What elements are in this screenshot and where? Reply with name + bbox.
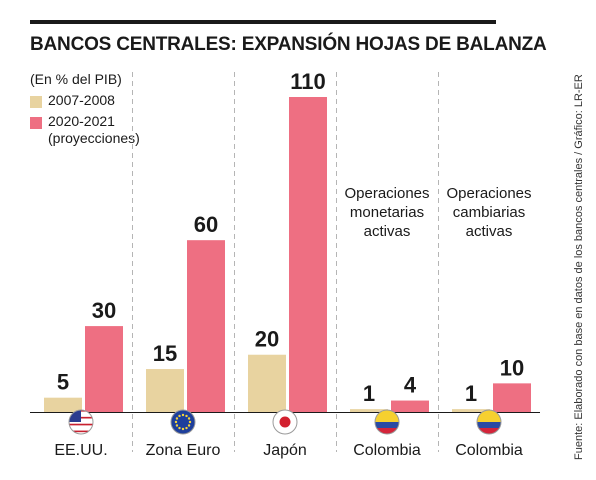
japan-flag-icon — [272, 409, 298, 435]
value-label: 30 — [92, 298, 116, 323]
value-label: 4 — [404, 373, 417, 398]
bar-2020-2021 — [187, 240, 225, 412]
legend-label-2007-2008: 2007-2008 — [48, 92, 115, 108]
legend-label-2020-2021-note: (proyecciones) — [48, 130, 140, 146]
value-label: 110 — [290, 69, 326, 94]
group-annotation: activas — [466, 223, 513, 240]
bar-2007-2008 — [248, 354, 286, 412]
category-label: Colombia — [455, 442, 523, 459]
value-label: 1 — [465, 381, 477, 406]
value-label: 5 — [57, 370, 69, 395]
bar-2007-2008 — [452, 409, 490, 412]
us-flag-icon — [68, 409, 94, 435]
bar-2007-2008 — [350, 409, 388, 412]
value-label: 20 — [255, 327, 279, 352]
category-label: Zona Euro — [146, 442, 221, 459]
top-rule — [30, 20, 496, 24]
legend-swatch-2020-2021 — [30, 117, 42, 129]
value-label: 60 — [194, 212, 218, 237]
group-annotation: cambiarias — [453, 204, 526, 221]
eu-flag-icon — [170, 409, 196, 435]
group-annotation: monetarias — [350, 204, 424, 221]
value-label: 1 — [363, 381, 375, 406]
colombia-flag-icon — [476, 409, 502, 435]
bar-2020-2021 — [391, 400, 429, 412]
value-label: 10 — [500, 355, 524, 380]
group-annotation: Operaciones — [344, 185, 429, 202]
bar-2020-2021 — [85, 326, 123, 412]
legend-label-2020-2021: 2020-2021 — [48, 113, 115, 129]
group-annotation: Operaciones — [446, 185, 531, 202]
bar-2007-2008 — [44, 397, 82, 412]
bar-2007-2008 — [146, 369, 184, 412]
category-label: Colombia — [353, 442, 421, 459]
chart-title: BANCOS CENTRALES: EXPANSIÓN HOJAS DE BAL… — [30, 34, 547, 55]
bar-2020-2021 — [289, 97, 327, 412]
bar-2020-2021 — [493, 383, 531, 412]
source-note: Fuente: Elaborado con base en datos de l… — [573, 74, 585, 460]
legend-swatch-2007-2008 — [30, 96, 42, 108]
colombia-flag-icon — [374, 409, 400, 435]
legend-unit-note: (En % del PIB) — [30, 71, 122, 87]
value-label: 15 — [153, 341, 177, 366]
group-annotation: activas — [364, 223, 411, 240]
category-label: EE.UU. — [54, 442, 107, 459]
category-label: Japón — [263, 442, 307, 459]
